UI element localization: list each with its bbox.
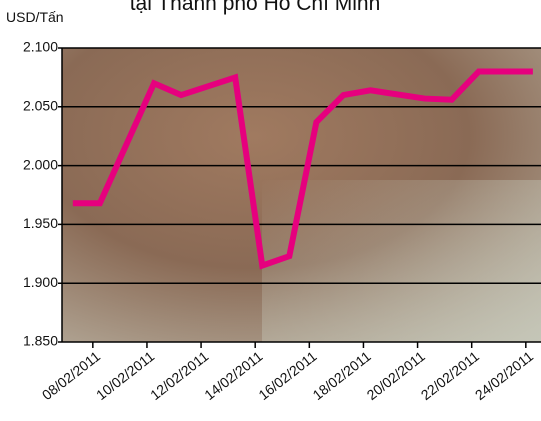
y-tick-label: 1.950: [23, 215, 58, 231]
chart-title: tại Thành phố Hồ Chí Minh: [130, 0, 381, 15]
x-tick-label: 18/02/2011: [309, 348, 373, 403]
x-tick-label: 14/02/2011: [201, 348, 265, 403]
x-tick-label: 20/02/2011: [364, 348, 428, 403]
x-tick-label: 12/02/2011: [147, 348, 211, 403]
y-axis-label: USD/Tấn: [6, 9, 64, 25]
y-tick-label: 1.900: [23, 274, 58, 290]
x-tick-label: 24/02/2011: [472, 348, 536, 403]
x-tick-label: 22/02/2011: [418, 348, 482, 403]
y-tick-label: 2.000: [23, 156, 58, 172]
background-bills: [262, 180, 541, 342]
y-tick-label: 1.850: [23, 333, 58, 349]
x-tick-label: 08/02/2011: [39, 348, 103, 403]
line-series: [72, 68, 533, 270]
y-tick-label: 2.050: [23, 98, 58, 114]
x-tick-label: 10/02/2011: [93, 348, 157, 403]
x-tick-label: 16/02/2011: [255, 348, 319, 403]
y-tick-label: 2.100: [23, 39, 58, 55]
